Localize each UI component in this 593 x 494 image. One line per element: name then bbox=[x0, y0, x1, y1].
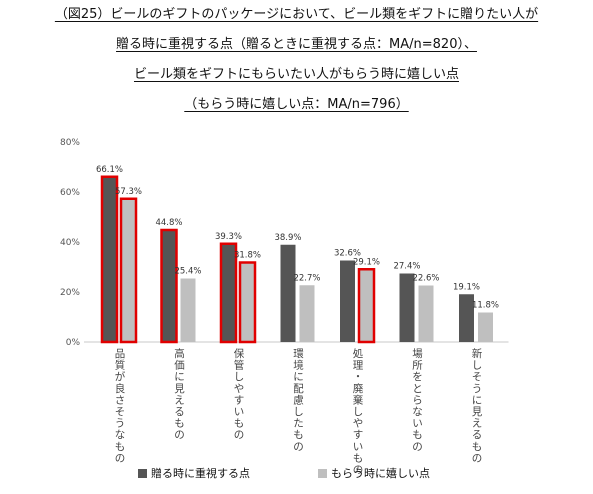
bar-give bbox=[459, 294, 474, 342]
chart-title-line-4: （もらう時に嬉しい点：MA/n=796） bbox=[184, 97, 409, 112]
y-tick-label: 80% bbox=[60, 138, 80, 148]
chart-title-line-2: 贈る時に重視する点（贈るときに重視する点：MA/n=820）、 bbox=[116, 37, 477, 52]
bar-receive bbox=[299, 285, 315, 342]
data-label: 29.1% bbox=[353, 257, 380, 267]
category-label: 新しそうに見えるもの bbox=[472, 347, 483, 464]
legend-swatch-give bbox=[138, 468, 147, 478]
chart-title-line-1: （図25）ビールのギフトのパッケージにおいて、ビール類をギフトに贈りたい人が bbox=[54, 7, 539, 22]
data-label: 57.3% bbox=[115, 187, 142, 197]
bar-receive bbox=[478, 312, 493, 342]
category-label: 処理・廃棄しやすいもの bbox=[353, 347, 364, 476]
legend-label-give: 贈る時に重視する点 bbox=[151, 467, 250, 480]
bar-give bbox=[100, 175, 119, 344]
bar-receive bbox=[119, 197, 138, 344]
legend-item-give: 贈る時に重視する点 bbox=[138, 465, 250, 481]
data-label: 27.4% bbox=[393, 262, 420, 272]
legend-label-receive: もらう時に嬉しい点 bbox=[331, 467, 430, 480]
bar-give bbox=[219, 242, 238, 344]
y-tick-label: 40% bbox=[60, 238, 80, 248]
bar-give bbox=[160, 228, 178, 344]
category-label: 品質が良さそうなもの bbox=[115, 348, 126, 464]
data-label: 11.8% bbox=[472, 301, 499, 311]
bar-give bbox=[280, 244, 296, 342]
data-label: 32.6% bbox=[334, 249, 361, 259]
y-tick-label: 20% bbox=[60, 288, 80, 298]
data-label: 66.1% bbox=[96, 165, 123, 175]
data-label: 38.9% bbox=[274, 233, 301, 243]
data-label: 31.8% bbox=[234, 251, 261, 261]
legend-swatch-receive bbox=[318, 468, 327, 478]
data-label: 22.6% bbox=[412, 274, 439, 284]
data-label: 39.3% bbox=[215, 232, 242, 242]
category-label: 場所をとらないもの bbox=[412, 347, 423, 453]
data-label: 22.7% bbox=[293, 273, 320, 283]
bar-receive bbox=[180, 278, 196, 342]
category-label: 高価に見えるもの bbox=[174, 347, 185, 441]
y-tick-label: 0% bbox=[66, 338, 81, 348]
legend-item-receive: もらう時に嬉しい点 bbox=[318, 465, 430, 481]
data-label: 44.8% bbox=[155, 218, 182, 228]
y-tick-label: 60% bbox=[60, 188, 80, 198]
bar-receive bbox=[238, 261, 257, 344]
bar-give bbox=[340, 260, 355, 342]
category-label: 保管しやすいもの bbox=[234, 347, 245, 441]
bar-receive bbox=[418, 285, 434, 342]
category-label: 環境に配慮したもの bbox=[293, 348, 304, 453]
bar-give bbox=[399, 273, 415, 342]
data-label: 25.4% bbox=[174, 267, 201, 277]
chart-title-line-3: ビール類をギフトにもらいたい人がもらう時に嬉しい点 bbox=[133, 67, 459, 82]
data-label: 19.1% bbox=[453, 282, 480, 292]
bar-receive bbox=[357, 268, 376, 344]
